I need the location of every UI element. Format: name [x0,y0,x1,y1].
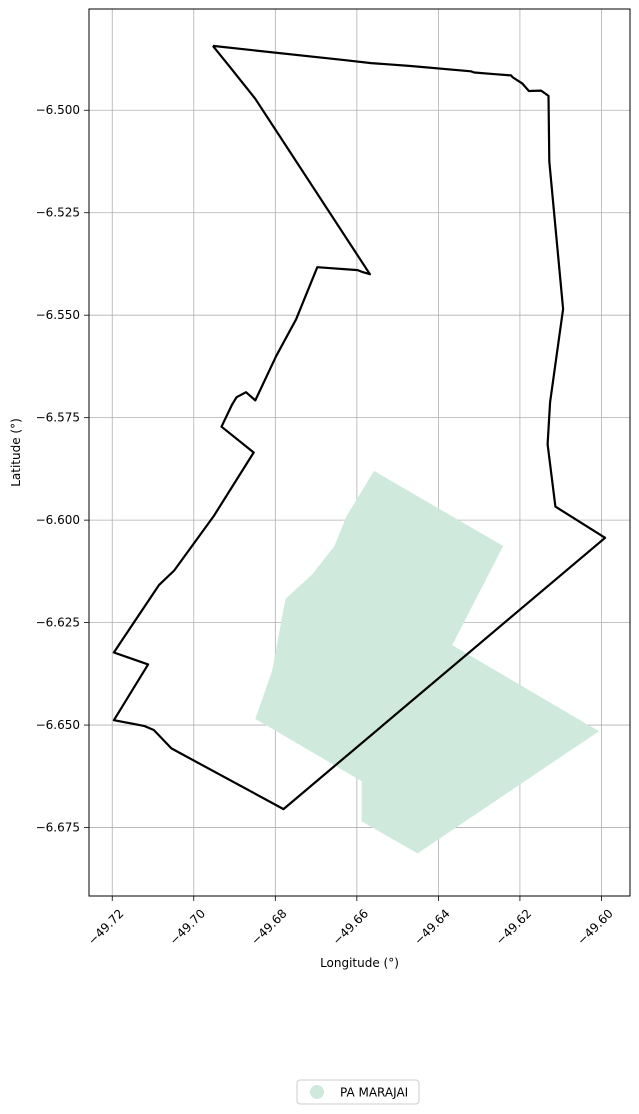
y-tick-label: −6.675 [36,821,80,835]
y-tick-label: −6.575 [36,411,80,425]
x-axis-label: Longitude (°) [320,956,399,970]
y-tick-label: −6.500 [36,103,80,117]
legend-label-pa-marajai: PA MARAJAI [340,1086,408,1100]
region-pa-marajai [255,470,600,854]
axes-frame [88,8,631,897]
legend-marker-pa-marajai [310,1085,324,1099]
y-tick-label: −6.625 [36,616,80,630]
legend-box [296,1079,420,1105]
y-tick-label: −6.525 [36,206,80,220]
y-axis-label: Latitude (°) [9,418,23,487]
y-tick-label: −6.600 [36,513,80,527]
y-ticks: −6.500 −6.525 −6.550 −6.575 −6.600 −6.625 −6.6… [36,103,89,835]
region-layer [255,470,600,854]
y-tick-label: −6.650 [36,718,80,732]
grid-layer [89,9,630,896]
legend: PA MARAJAI [296,1079,420,1105]
boundary-outline [112,44,607,811]
y-tick-label: −6.550 [36,308,80,322]
boundary-layer [112,44,607,811]
